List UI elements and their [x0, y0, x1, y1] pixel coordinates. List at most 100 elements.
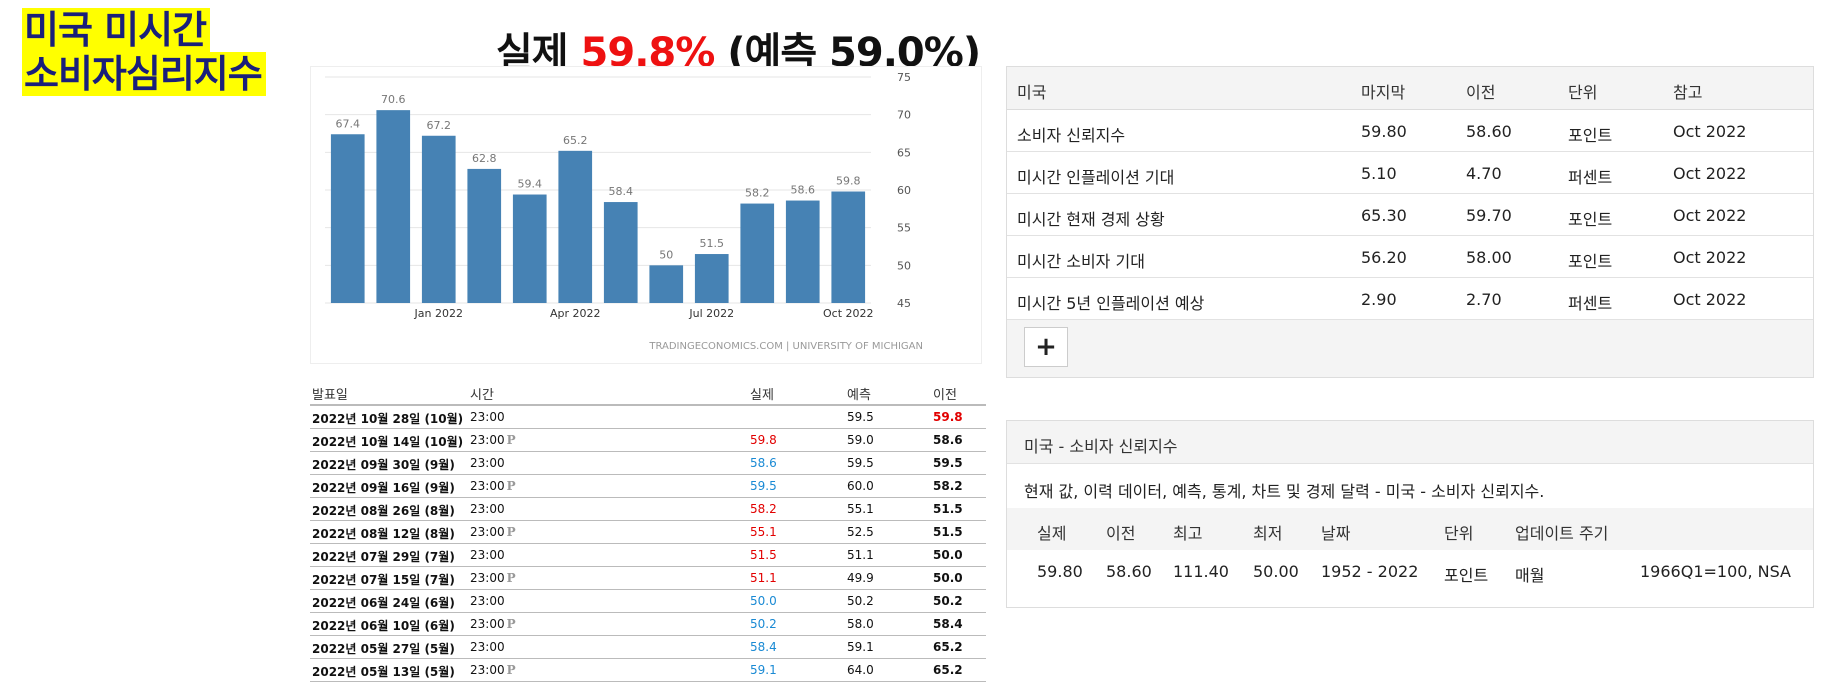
calendar-date-text: 2022년 06월 24일 (6월): [312, 596, 455, 610]
title-line-1: 미국 미시간: [22, 8, 211, 52]
calendar-date-text: 2022년 08월 26일 (8월): [312, 504, 455, 518]
data-label: 51.5: [700, 237, 725, 250]
indicator-last: 59.80: [1361, 122, 1407, 141]
indicator-name[interactable]: 미시간 현재 경제 상황: [1017, 210, 1165, 229]
indicator-row[interactable]: 미시간 현재 경제 상황 65.30 59.70 포인트 Oct 2022: [1007, 194, 1813, 236]
data-label: 58.4: [609, 185, 634, 198]
calendar-previous-text: 50.2: [933, 594, 963, 608]
add-indicator-button[interactable]: +: [1024, 327, 1068, 367]
calendar-row: 2022년 08월 12일 (8월) 23:00 P 55.1 52.5 51.5: [310, 521, 986, 544]
calendar-time-text: 23:00: [470, 456, 505, 470]
calendar-actual-text: 59.8: [750, 433, 777, 447]
indicator-header: 미국 마지막 이전 단위 참고: [1007, 67, 1813, 110]
calendar-date-text: 2022년 08월 12일 (8월): [312, 527, 455, 541]
indicator-reference: Oct 2022: [1673, 248, 1747, 267]
calendar-time-text: 23:00: [470, 410, 505, 424]
calendar-previous: 65.2: [933, 640, 963, 654]
calendar-previous-text: 58.6: [933, 433, 963, 447]
x-tick-label: Jul 2022: [688, 307, 734, 320]
calendar-forecast-text: 60.0: [847, 479, 874, 493]
calendar-forecast: 60.0: [847, 479, 874, 493]
calendar-time-text: 23:00: [470, 571, 505, 585]
calendar-date-text: 2022년 07월 15일 (7월): [312, 573, 455, 587]
calendar-time: 23:00 P: [470, 433, 516, 447]
header-country: 미국: [1017, 83, 1047, 102]
indicator-unit: 포인트: [1568, 210, 1613, 229]
indicator-name[interactable]: 미시간 소비자 기대: [1017, 252, 1145, 271]
calendar-previous-text: 51.5: [933, 502, 963, 516]
calendar-table: 발표일 시간 실제 예측 이전 2022년 10월 28일 (10월) 23:00…: [310, 382, 986, 682]
calendar-time: 23:00 P: [470, 479, 516, 493]
indicator-last: 5.10: [1361, 164, 1397, 183]
calendar-date: 2022년 05월 27일 (5월): [312, 640, 455, 657]
chart-credit: TRADINGECONOMICS.COM | UNIVERSITY OF MIC…: [648, 341, 923, 352]
indicator-name[interactable]: 소비자 신뢰지수: [1017, 126, 1126, 145]
header-previous: 이전: [1466, 83, 1496, 102]
calendar-actual-text: 55.1: [750, 525, 777, 539]
data-label: 58.6: [791, 184, 816, 197]
calendar-row: 2022년 05월 27일 (5월) 23:00 58.4 59.1 65.2: [310, 636, 986, 659]
calendar-time: 23:00: [470, 502, 505, 516]
calendar-forecast-text: 59.1: [847, 640, 874, 654]
calendar-forecast: 59.5: [847, 456, 874, 470]
calendar-time: 23:00: [470, 594, 505, 608]
stat-header-dates: 날짜: [1321, 524, 1351, 543]
calendar-forecast-text: 55.1: [847, 502, 874, 516]
bar: [831, 191, 866, 303]
calendar-forecast: 50.2: [847, 594, 874, 608]
indicator-description: 미국 - 소비자 신뢰지수 현재 값, 이력 데이터, 예측, 통계, 차트 및…: [1006, 420, 1814, 608]
header-reference: 참고: [1673, 83, 1703, 102]
page-title: 미국 미시간 소비자심리지수: [22, 8, 266, 96]
indicator-name[interactable]: 미시간 5년 인플레이션 예상: [1017, 294, 1205, 313]
title-line-2: 소비자심리지수: [22, 52, 266, 96]
calendar-previous-text: 59.8: [933, 410, 963, 424]
description-title: 미국 - 소비자 신뢰지수: [1024, 437, 1178, 456]
calendar-forecast-text: 64.0: [847, 663, 874, 677]
stat-low: 50.00: [1253, 562, 1299, 581]
x-tick-label: Jan 2022: [414, 307, 463, 320]
calendar-actual-text: 58.4: [750, 640, 777, 654]
indicator-row[interactable]: 미시간 5년 인플레이션 예상 2.90 2.70 퍼센트 Oct 2022: [1007, 278, 1813, 320]
preliminary-icon: P: [506, 663, 516, 677]
indicator-last: 56.20: [1361, 248, 1407, 267]
stat-note: 1966Q1=100, NSA: [1640, 562, 1791, 581]
stat-dates: 1952 - 2022: [1321, 562, 1419, 581]
indicator-row[interactable]: 미시간 소비자 기대 56.20 58.00 포인트 Oct 2022: [1007, 236, 1813, 278]
calendar-actual-text: 59.1: [750, 663, 777, 677]
bar: [603, 202, 638, 303]
indicator-row[interactable]: 미시간 인플레이션 기대 5.10 4.70 퍼센트 Oct 2022: [1007, 152, 1813, 194]
calendar-previous-text: 58.2: [933, 479, 963, 493]
stats-row: 59.80 58.60 111.40 50.00 1952 - 2022 포인트…: [1007, 550, 1813, 596]
calendar-actual: 59.5: [750, 479, 777, 493]
indicator-name[interactable]: 미시간 인플레이션 기대: [1017, 168, 1175, 187]
calendar-row: 2022년 07월 29일 (7월) 23:00 51.5 51.1 50.0: [310, 544, 986, 567]
y-tick-label: 50: [897, 259, 911, 272]
preliminary-icon: P: [506, 479, 516, 493]
indicator-unit: 퍼센트: [1568, 294, 1613, 313]
preliminary-icon: P: [506, 571, 516, 585]
calendar-previous: 51.5: [933, 502, 963, 516]
indicator-last: 2.90: [1361, 290, 1397, 309]
indicator-row[interactable]: 소비자 신뢰지수 59.80 58.60 포인트 Oct 2022: [1007, 110, 1813, 152]
data-label: 58.2: [745, 187, 770, 200]
calendar-time-text: 23:00: [470, 617, 505, 631]
indicator-reference: Oct 2022: [1673, 206, 1747, 225]
calendar-row: 2022년 07월 15일 (7월) 23:00 P 51.1 49.9 50.0: [310, 567, 986, 590]
stat-previous: 58.60: [1106, 562, 1152, 581]
bar-chart: 45 50 55 60 65 70 75 67.4 70.6 67.2 62.8 59.4 65.2 58…: [310, 66, 982, 364]
stat-frequency: 매월: [1515, 566, 1545, 585]
bar-chart-svg: 45 50 55 60 65 70 75 67.4 70.6 67.2 62.8 59.4 65.2 58…: [325, 71, 923, 352]
calendar-previous-text: 51.5: [933, 525, 963, 539]
calendar-forecast: 52.5: [847, 525, 874, 539]
stat-header-actual: 실제: [1037, 524, 1067, 543]
calendar-forecast-text: 50.2: [847, 594, 874, 608]
calendar-date: 2022년 10월 14일 (10월): [312, 433, 463, 450]
calendar-date: 2022년 07월 15일 (7월): [312, 571, 455, 588]
chart-grid: [325, 76, 871, 304]
y-tick-label: 70: [897, 109, 911, 122]
calendar-date-text: 2022년 10월 28일 (10월): [312, 412, 464, 426]
calendar-previous: 58.2: [933, 479, 963, 493]
indicator-previous: 59.70: [1466, 206, 1512, 225]
bar: [376, 110, 411, 303]
calendar-forecast: 64.0: [847, 663, 874, 677]
